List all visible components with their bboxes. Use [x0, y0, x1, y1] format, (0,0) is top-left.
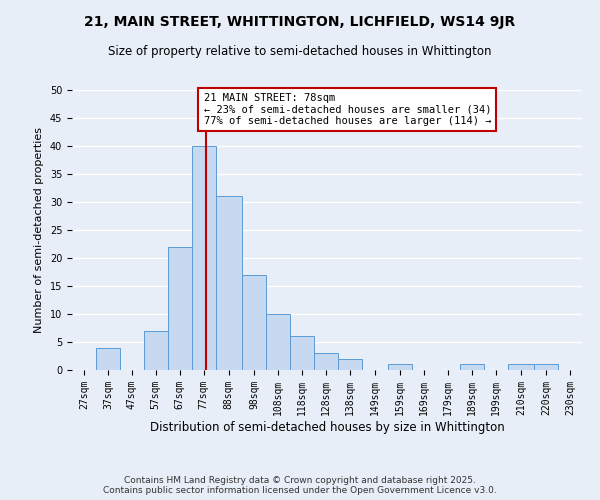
Bar: [144, 331, 168, 370]
Bar: [242, 275, 266, 370]
Bar: [534, 364, 558, 370]
X-axis label: Distribution of semi-detached houses by size in Whittington: Distribution of semi-detached houses by …: [149, 420, 505, 434]
Bar: [192, 146, 215, 370]
Text: 21 MAIN STREET: 78sqm
← 23% of semi-detached houses are smaller (34)
77% of semi: 21 MAIN STREET: 78sqm ← 23% of semi-deta…: [203, 93, 491, 126]
Bar: [508, 364, 534, 370]
Bar: [460, 364, 484, 370]
Bar: [388, 364, 412, 370]
Bar: [290, 336, 314, 370]
Text: Contains HM Land Registry data © Crown copyright and database right 2025.
Contai: Contains HM Land Registry data © Crown c…: [103, 476, 497, 495]
Text: 21, MAIN STREET, WHITTINGTON, LICHFIELD, WS14 9JR: 21, MAIN STREET, WHITTINGTON, LICHFIELD,…: [85, 15, 515, 29]
Y-axis label: Number of semi-detached properties: Number of semi-detached properties: [34, 127, 44, 333]
Bar: [215, 196, 242, 370]
Bar: [338, 359, 362, 370]
Bar: [314, 353, 338, 370]
Bar: [168, 247, 192, 370]
Bar: [266, 314, 290, 370]
Bar: [96, 348, 120, 370]
Text: Size of property relative to semi-detached houses in Whittington: Size of property relative to semi-detach…: [108, 45, 492, 58]
